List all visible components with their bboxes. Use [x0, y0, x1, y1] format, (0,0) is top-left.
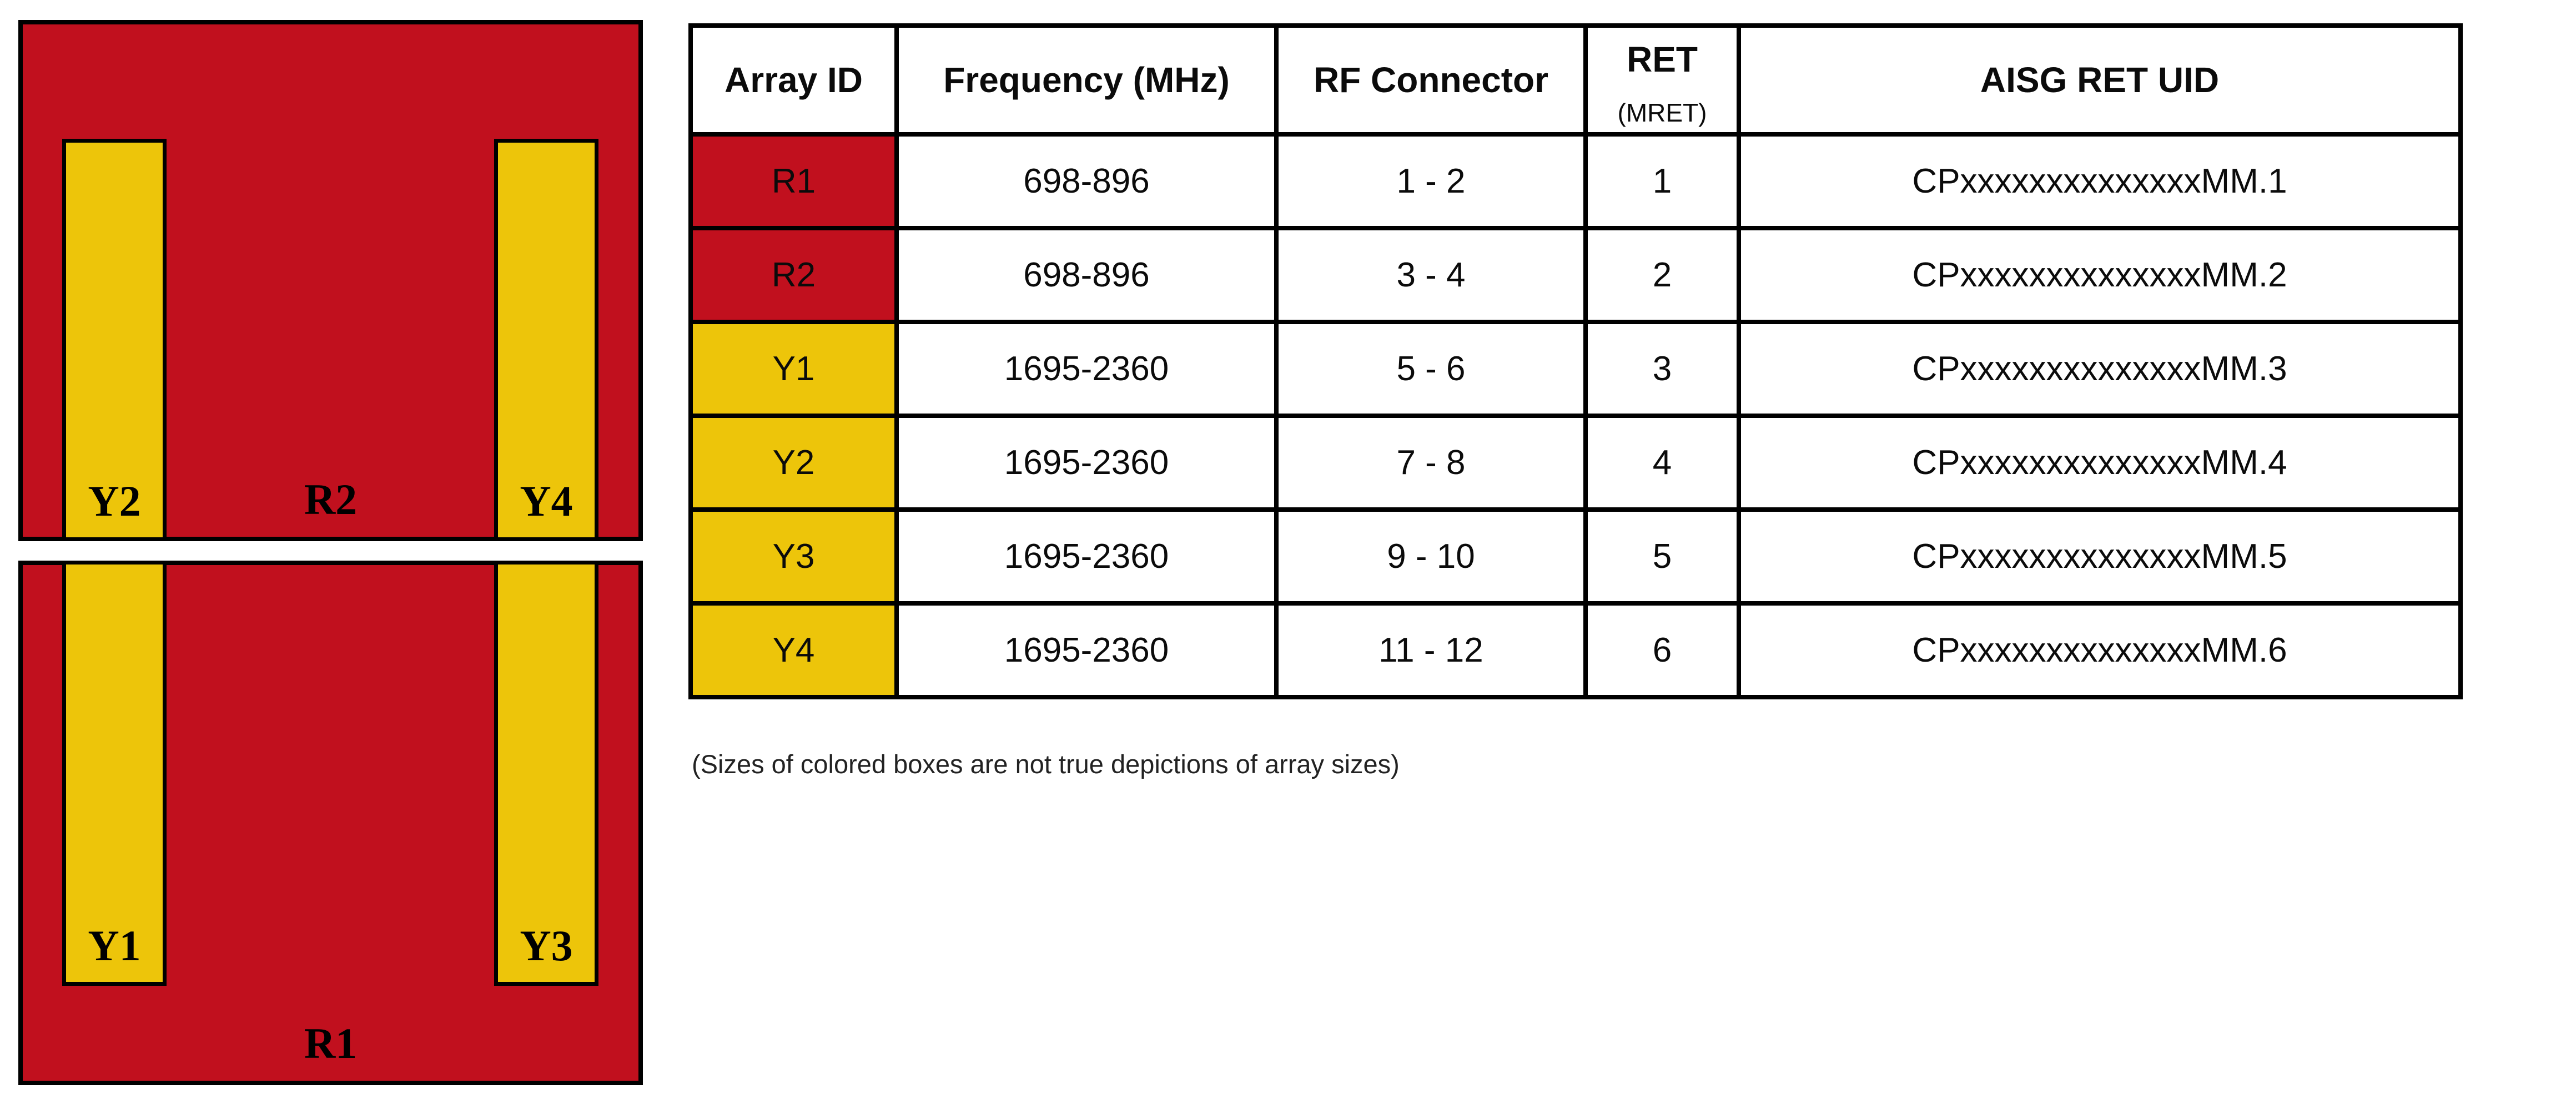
aisg-ret-uid-cell: CPxxxxxxxxxxxxxxMM.6 [1741, 606, 2458, 695]
aisg-ret-uid-cell: CPxxxxxxxxxxxxxxMM.2 [1741, 230, 2458, 320]
aisg-ret-uid-cell: CPxxxxxxxxxxxxxxMM.5 [1741, 512, 2458, 601]
array-spec-table: Array ID Frequency (MHz) RF Connector RE… [688, 23, 2463, 699]
ret-cell: 1 [1588, 137, 1737, 226]
frequency-cell: 1695-2360 [899, 512, 1274, 601]
array-bar-y2: Y2 [62, 139, 167, 541]
frequency-cell: 1695-2360 [899, 324, 1274, 414]
col-header-array-id: Array ID [693, 28, 894, 132]
array-id-cell: R1 [693, 137, 894, 226]
frequency-cell: 1695-2360 [899, 418, 1274, 507]
array-label-y4: Y4 [520, 477, 573, 525]
col-header-rf-connector: RF Connector [1279, 28, 1583, 132]
array-label-y1: Y1 [88, 921, 141, 970]
array-bar-y3: Y3 [494, 561, 598, 986]
rf-connector-cell: 11 - 12 [1279, 606, 1583, 695]
frequency-cell: 698-896 [899, 230, 1274, 320]
aisg-ret-uid-cell: CPxxxxxxxxxxxxxxMM.3 [1741, 324, 2458, 414]
col-header-aisg-ret-uid: AISG RET UID [1741, 28, 2458, 132]
col-header-frequency: Frequency (MHz) [899, 28, 1274, 132]
ret-cell: 4 [1588, 418, 1737, 507]
frequency-cell: 698-896 [899, 137, 1274, 226]
array-box-r2: Y2 Y4 R2 [18, 20, 643, 541]
array-id-cell: Y4 [693, 606, 894, 695]
array-label-r1: R1 [304, 1019, 358, 1067]
ret-header-sub: (MRET) [1617, 98, 1707, 127]
array-id-cell: Y3 [693, 512, 894, 601]
array-id-cell: R2 [693, 230, 894, 320]
array-id-cell: Y2 [693, 418, 894, 507]
array-bar-y4: Y4 [494, 139, 598, 541]
aisg-ret-uid-cell: CPxxxxxxxxxxxxxxMM.4 [1741, 418, 2458, 507]
array-label-r2: R2 [304, 475, 358, 523]
frequency-cell: 1695-2360 [899, 606, 1274, 695]
rf-connector-cell: 3 - 4 [1279, 230, 1583, 320]
ret-header-main: RET [1627, 39, 1698, 79]
array-id-cell: Y1 [693, 324, 894, 414]
col-header-ret: RET (MRET) [1588, 28, 1737, 132]
size-disclaimer-note: (Sizes of colored boxes are not true dep… [692, 749, 1400, 779]
array-box-r1: Y1 Y3 R1 [18, 561, 643, 1085]
rf-connector-cell: 5 - 6 [1279, 324, 1583, 414]
array-bar-y1: Y1 [62, 561, 167, 986]
array-label-y2: Y2 [88, 477, 141, 525]
ret-cell: 3 [1588, 324, 1737, 414]
rf-connector-cell: 7 - 8 [1279, 418, 1583, 507]
ret-cell: 6 [1588, 606, 1737, 695]
aisg-ret-uid-cell: CPxxxxxxxxxxxxxxMM.1 [1741, 137, 2458, 226]
ret-cell: 5 [1588, 512, 1737, 601]
ret-cell: 2 [1588, 230, 1737, 320]
rf-connector-cell: 1 - 2 [1279, 137, 1583, 226]
rf-connector-cell: 9 - 10 [1279, 512, 1583, 601]
array-label-y3: Y3 [520, 921, 573, 970]
